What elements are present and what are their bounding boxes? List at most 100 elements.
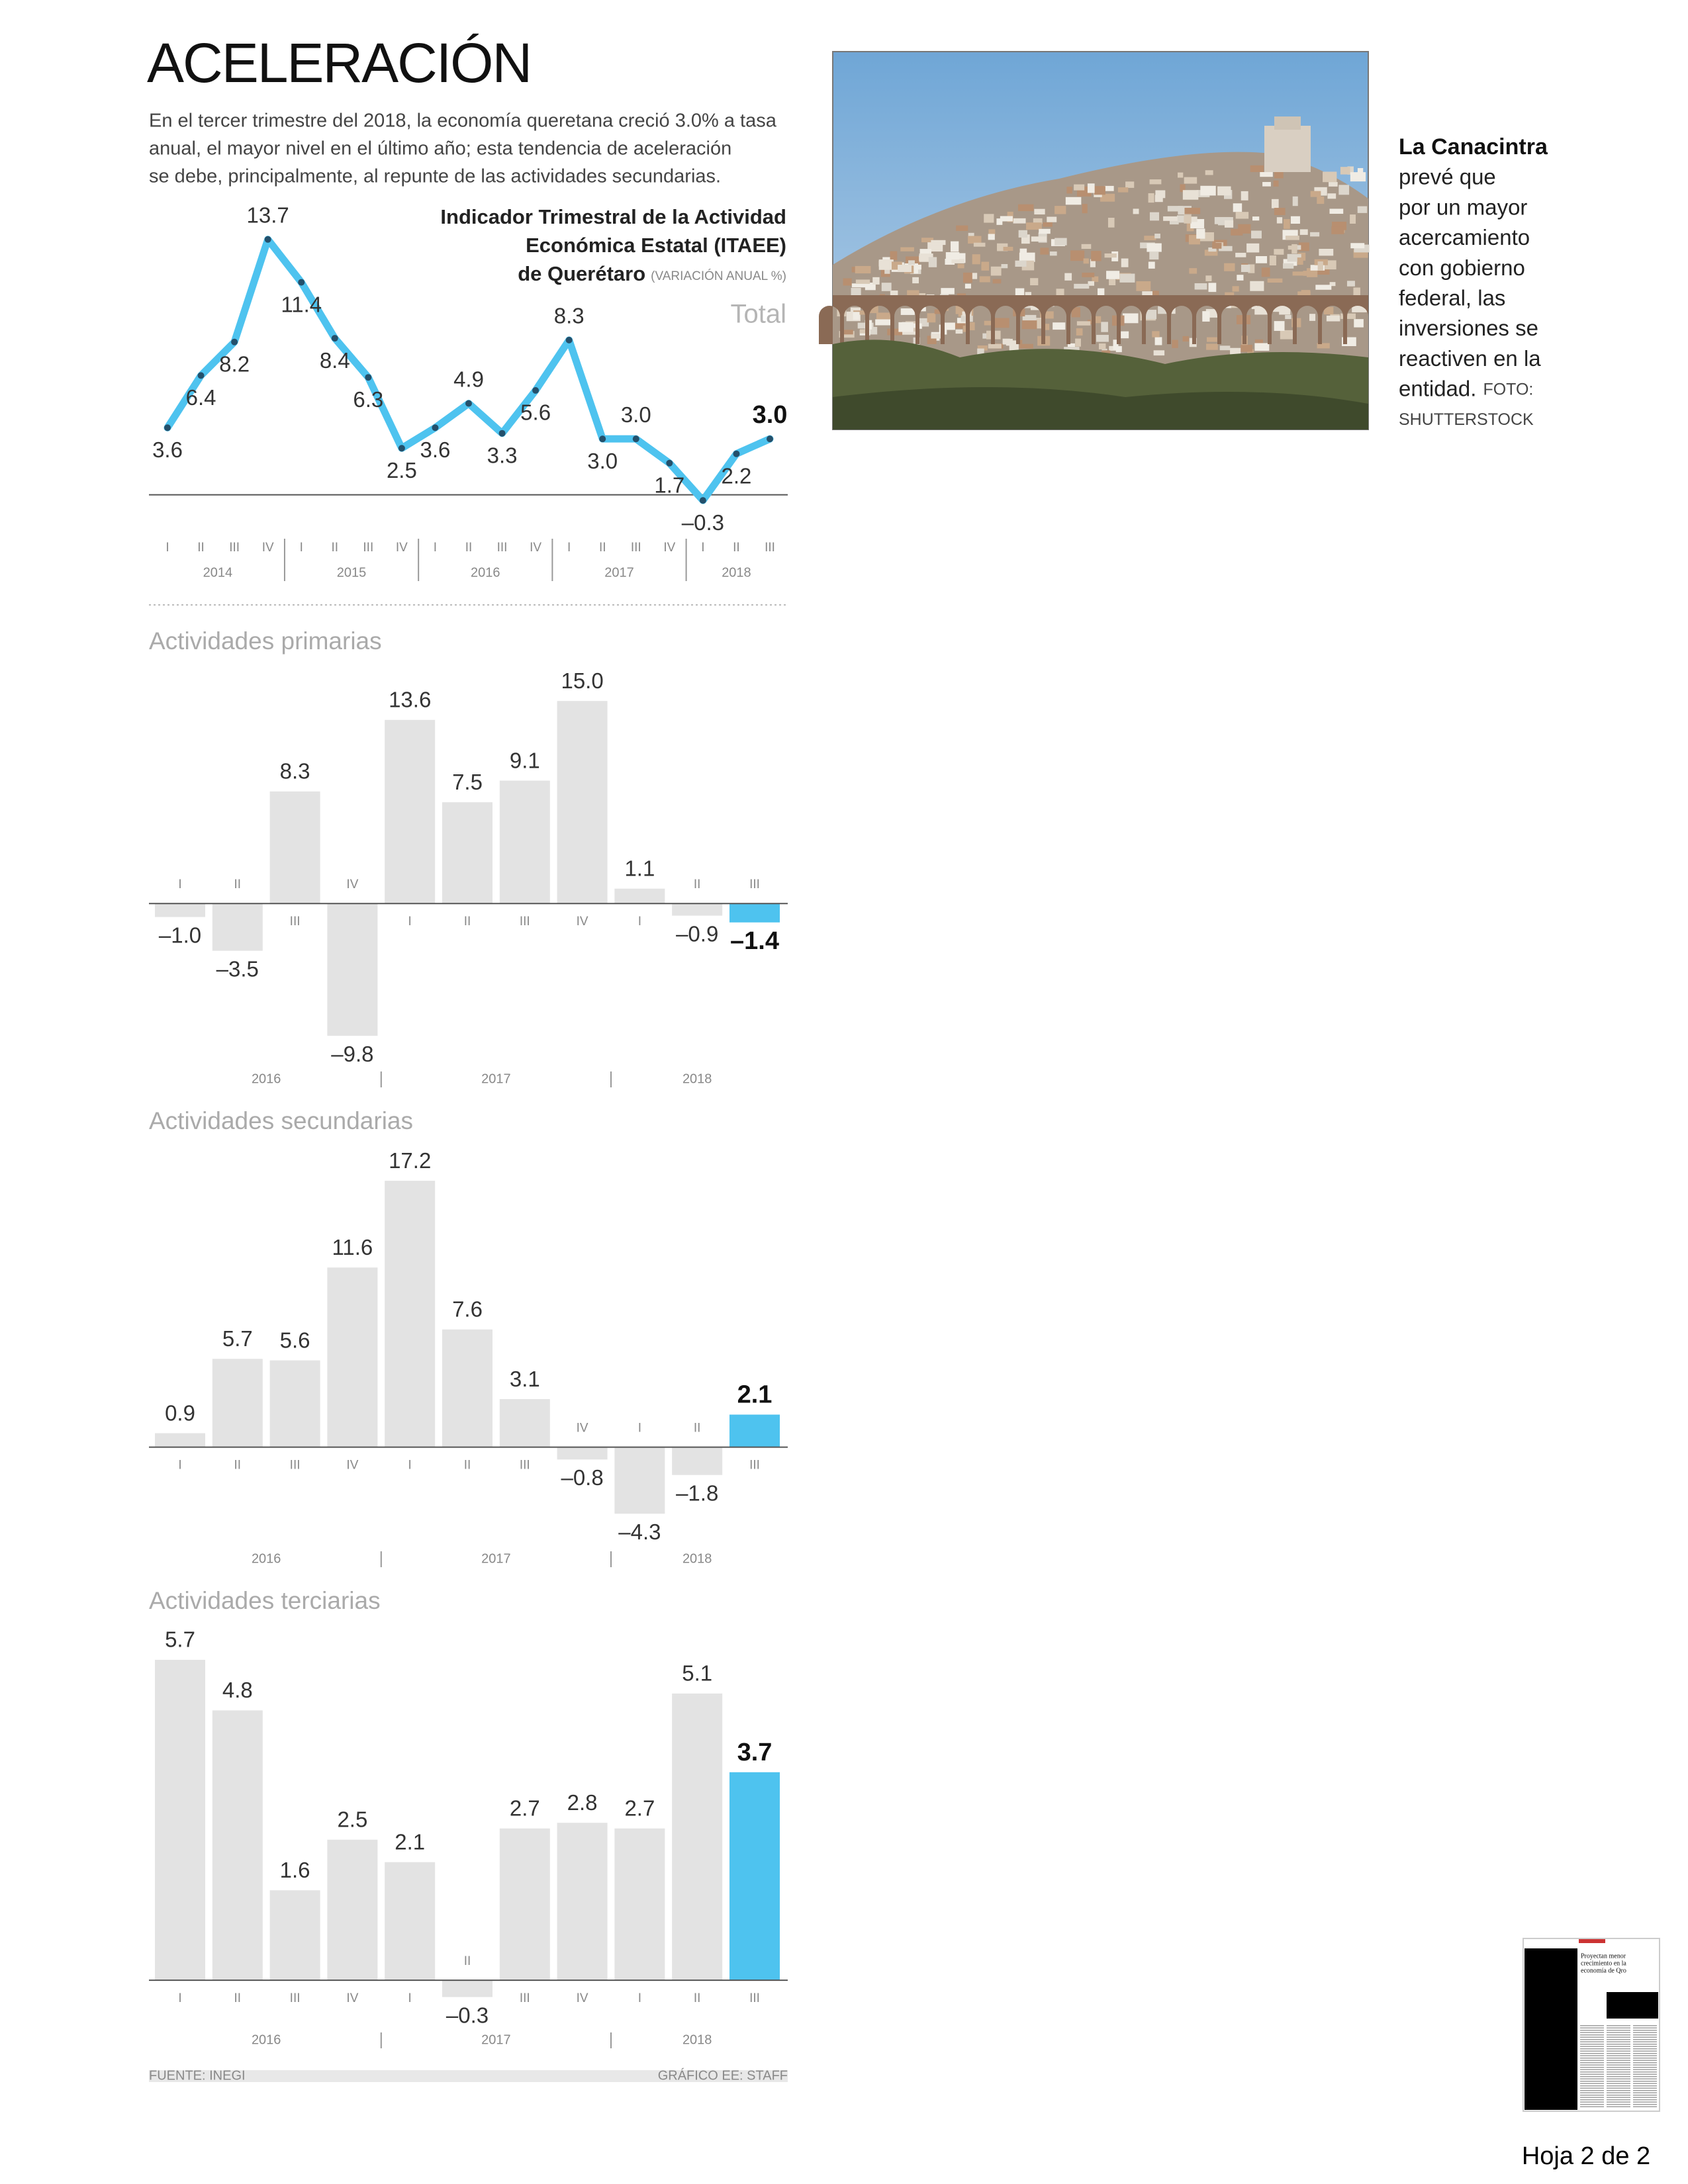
x-tick-label: II [694,1422,701,1435]
bar [499,1399,550,1447]
value-label: 2.1 [395,1829,425,1854]
bar [442,1329,492,1447]
x-tick-label: II [465,541,473,555]
bar [155,903,205,917]
chart-title: Indicador Trimestral de la Actividad [440,205,786,228]
value-label: 4.8 [222,1678,253,1702]
x-tick-label: IV [663,541,675,555]
bar [672,1447,723,1475]
x-tick-label: II [464,1459,471,1473]
x-tick-label: III [290,1991,301,2005]
point [164,424,171,432]
bar [327,1267,378,1447]
point [264,236,271,243]
x-tick-label: II [464,1954,471,1968]
intro-line: En el tercer trimestre del 2018, la econ… [149,111,777,132]
x-tick-label: III [765,541,775,555]
caption-line: con gobierno [1399,255,1525,280]
value-label: 2.8 [567,1790,598,1815]
x-tick-label: I [638,1991,641,2005]
thumbnail-headline: crecimiento en la [1581,1960,1626,1967]
value-label: 3.7 [737,1739,773,1766]
value-label: 2.7 [510,1796,540,1820]
bar [614,1447,665,1514]
point [565,336,573,343]
value-label: 0.9 [165,1400,195,1425]
x-tick-label: II [733,541,740,555]
x-tick-label: III [497,541,508,555]
photo-credit: SHUTTERSTOCK [1399,410,1534,429]
point [599,435,606,443]
bar [269,1890,320,1981]
x-tick-label: II [464,915,471,929]
year-label: 2017 [604,565,634,580]
bar [499,780,550,904]
chart-title: Actividades terciarias [149,1587,381,1614]
caption-line: por un mayor [1399,195,1527,219]
series-label: Total [731,300,787,329]
point [197,372,205,379]
value-label: 2.1 [737,1381,773,1408]
x-tick-label: I [165,541,169,555]
chart-title: Actividades secundarias [149,1107,413,1134]
value-label: –3.5 [216,956,259,981]
x-tick-label: IV [577,1991,588,2005]
x-tick-label: III [229,541,240,555]
thumbnail [1523,1938,1660,2112]
x-tick-label: I [408,1991,412,2005]
value-label: 3.1 [510,1367,540,1391]
value-label: 15.0 [561,668,603,693]
bar [442,1980,492,1997]
value-label: –4.3 [618,1520,661,1544]
x-tick-label: III [290,915,301,929]
bar [385,719,436,904]
bar [729,903,780,923]
x-tick-label: IV [262,541,274,555]
point [298,279,305,286]
graphic-credit: GRÁFICO EE: STAFF [658,2068,788,2083]
value-label: 1.1 [624,856,655,880]
value-label: –0.3 [682,510,724,535]
point [532,387,539,394]
x-tick-label: III [520,1459,530,1473]
value-label: 8.4 [320,348,350,373]
caption-lead: La Canacintra [1399,134,1548,159]
bar [212,1710,263,1981]
value-label: –0.9 [676,921,718,946]
point [365,374,372,381]
year-label: 2016 [252,2032,281,2047]
year-label: 2016 [252,1071,281,1086]
x-tick-label: I [701,541,704,555]
point [632,435,639,443]
x-tick-label: II [234,1459,242,1473]
x-tick-label: IV [346,1991,358,2005]
value-label: 8.3 [554,304,585,328]
value-label: 11.4 [281,292,322,316]
x-tick-label: I [300,541,303,555]
x-tick-label: I [408,915,412,929]
value-label: –1.0 [159,923,201,947]
value-label: 3.0 [753,401,788,429]
photo-credit: FOTO: [1483,381,1533,399]
x-tick-label: II [694,1991,701,2005]
caption-line: entidad. [1399,377,1476,401]
bar [557,701,608,904]
value-label: 4.9 [453,367,484,391]
intro-line: anual, el mayor nivel en el último año; … [149,138,731,159]
value-label: 7.6 [452,1297,483,1321]
x-tick-label: II [197,541,205,555]
year-label: 2017 [481,1071,511,1086]
point [733,450,740,457]
value-label: 13.6 [389,687,431,711]
year-label: 2017 [481,2032,511,2047]
value-label: 1.6 [280,1858,310,1882]
value-label: 5.1 [682,1661,712,1686]
bar [212,903,263,951]
bar [557,1447,608,1460]
source-bar [149,2070,788,2082]
caption-line: federal, las [1399,286,1505,310]
year-label: 2018 [682,2032,712,2047]
value-label: 17.2 [389,1148,431,1173]
point [699,497,706,504]
thumbnail-headline: Proyectan menor [1581,1952,1626,1960]
